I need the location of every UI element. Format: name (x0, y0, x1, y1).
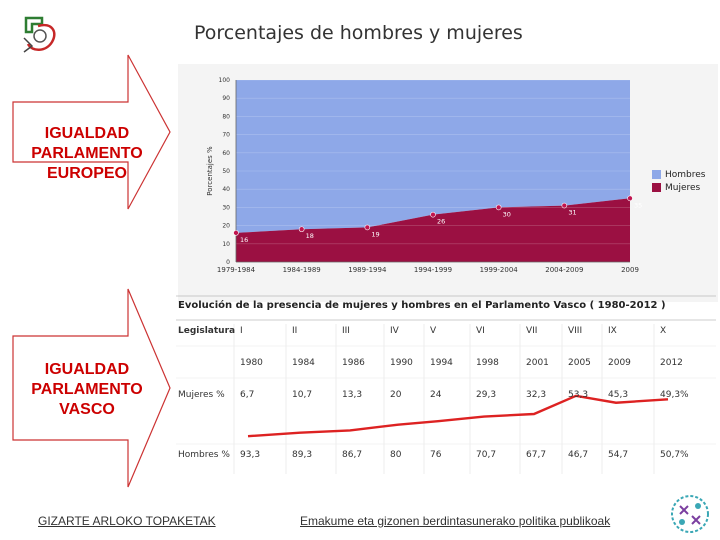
y-axis-title: Porcentajes % (206, 146, 214, 196)
data-point-mujeres (561, 202, 568, 209)
table-header-cell: VIII (568, 326, 583, 336)
table-cell: 49,3% (660, 390, 689, 400)
table-cell: 89,3 (292, 450, 313, 460)
data-point-mujeres (430, 211, 436, 218)
data-label-mujeres: 18 (306, 232, 314, 240)
y-tick-label: 50 (222, 168, 230, 175)
data-point-mujeres (364, 224, 371, 231)
table-cell: 86,7 (342, 450, 363, 460)
table-header-cell: Legislatura (178, 326, 236, 336)
y-tick-label: 30 (222, 204, 230, 211)
table-cell: 1994 (430, 358, 453, 368)
y-tick-label: 0 (226, 259, 230, 266)
table-cell: 1984 (292, 358, 315, 368)
table-cell: 80 (390, 450, 402, 460)
data-label-mujeres: 19 (371, 230, 379, 238)
y-tick-label: 100 (219, 77, 231, 84)
table-row-label: Mujeres % (178, 390, 225, 400)
x-tick-label: 1994-1999 (414, 266, 452, 274)
table-header-cell: VI (476, 326, 485, 336)
data-label-mujeres: 35 (634, 201, 642, 209)
table-cell: 1990 (390, 358, 413, 368)
table-cell: 29,3 (476, 390, 497, 400)
legend-swatch-hombres (652, 170, 661, 179)
y-tick-label: 60 (222, 150, 230, 157)
y-tick-label: 90 (222, 95, 230, 102)
table-cell: 93,3 (240, 450, 261, 460)
table-cell: 2009 (608, 358, 631, 368)
table-header-cell: V (430, 326, 437, 336)
table-cell: 2001 (526, 358, 549, 368)
data-label-mujeres: 26 (437, 218, 445, 226)
table-title: Evolución de la presencia de mujeres y h… (178, 300, 666, 311)
area-hombres (236, 80, 630, 233)
table-cell: 10,7 (292, 390, 313, 400)
legend-label-mujeres: Mujeres (665, 182, 701, 193)
chart-plot: 0 10 20 30 40 50 60 70 80 90 100 Porcentajes % 1979-… (178, 64, 718, 302)
x-tick-label: 2009 (621, 266, 639, 274)
chart-europeo: Porcentajes de hombres y mujeres 0 10 20 30… (178, 12, 718, 302)
table-cell: 76 (430, 450, 442, 460)
table-cell: 20 (390, 390, 402, 400)
table-cell: 46,7 (568, 450, 589, 460)
footer-link-right[interactable]: Emakume eta gizonen berdintasunerako pol… (300, 514, 611, 528)
table-cell: 70,7 (476, 450, 497, 460)
legend-swatch-mujeres (652, 183, 661, 192)
table-cell: 67,7 (526, 450, 547, 460)
table-cell: 2005 (568, 358, 591, 368)
x-tick-label: 1999-2004 (480, 266, 519, 274)
table-header-cell: I (240, 326, 243, 336)
corner-logo-icon (671, 495, 709, 533)
data-point-mujeres (495, 204, 502, 211)
table-cell: 1980 (240, 358, 263, 368)
y-tick-label: 40 (222, 186, 230, 193)
x-tick-label: 2004-2009 (545, 266, 583, 274)
data-point-mujeres (233, 230, 239, 236)
table-cell: 24 (430, 390, 442, 400)
data-point-mujeres (298, 226, 305, 233)
footer-link-left[interactable]: GIZARTE ARLOKO TOPAKETAK (38, 514, 216, 528)
table-header-cell: III (342, 326, 350, 336)
y-tick-label: 10 (222, 241, 230, 248)
table-header-cell: II (292, 326, 298, 336)
table-header-cell: VII (526, 326, 538, 336)
table-cell: 54,7 (608, 450, 629, 460)
table-cell: 2012 (660, 358, 683, 368)
y-tick-label: 80 (222, 113, 230, 120)
table-cell: 53,3 (568, 390, 589, 400)
x-tick-label: 1989-1994 (348, 266, 387, 274)
table-cell: 1986 (342, 358, 365, 368)
chart-legend: Hombres Mujeres (652, 168, 705, 194)
table-cell: 6,7 (240, 390, 255, 400)
table-row-label: Hombres % (178, 450, 230, 460)
table-parlamento-vasco: Evolución de la presencia de mujeres y h… (176, 294, 716, 484)
table-header-cell: IV (390, 326, 399, 336)
table-cell: 13,3 (342, 390, 363, 400)
table-line-chart (176, 295, 716, 474)
area-mujeres (236, 198, 630, 262)
line-mujeres (247, 394, 669, 438)
arrow-box-vasco: IGUALDAD PARLAMENTO VASCO (12, 288, 172, 488)
table-header-cell: IX (608, 326, 617, 336)
data-point-mujeres (627, 195, 633, 202)
arrow-label-vasco: IGUALDAD PARLAMENTO VASCO (31, 361, 143, 418)
arrow-label-europeo: IGUALDAD PARLAMENTO EUROPEO (31, 125, 143, 182)
x-tick-label: 1984-1989 (283, 266, 321, 274)
y-tick-label: 70 (222, 132, 230, 139)
data-label-mujeres: 31 (568, 209, 576, 217)
y-tick-label: 20 (222, 223, 230, 230)
legend-label-hombres: Hombres (665, 169, 706, 180)
arrow-box-europeo: IGUALDAD PARLAMENTO EUROPEO (12, 54, 172, 210)
x-tick-label: 1979-1984 (217, 266, 256, 274)
table-cell: 1998 (476, 358, 499, 368)
table-cell: 32,3 (526, 390, 547, 400)
data-label-mujeres: 16 (240, 236, 248, 244)
data-label-mujeres: 30 (503, 210, 511, 218)
table-cell: 45,3 (608, 390, 629, 400)
table-header-cell: X (660, 326, 667, 336)
logo-icon (23, 16, 56, 53)
table-cell: 50,7% (660, 450, 689, 460)
chart-title: Porcentajes de hombres y mujeres (194, 22, 523, 44)
